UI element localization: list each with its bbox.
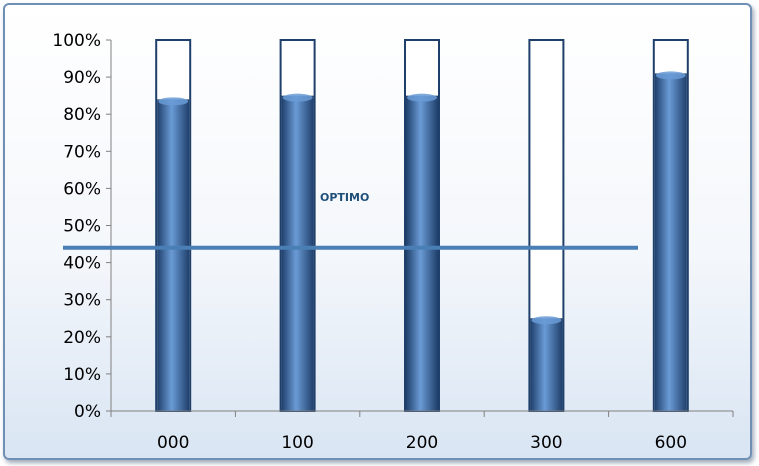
y-tick-label: 80% <box>63 105 101 125</box>
x-tick-label: 100 <box>281 433 313 453</box>
y-tick-label: 50% <box>63 217 101 237</box>
y-tick-label: 40% <box>63 254 101 274</box>
bar-cap <box>655 71 686 80</box>
bar-200 <box>406 95 438 412</box>
y-tick-label: 60% <box>63 179 101 199</box>
y-tick-label: 30% <box>63 291 101 311</box>
y-tick-label: 10% <box>63 365 101 385</box>
bar-cap <box>407 93 437 102</box>
x-tick-label: 000 <box>157 433 189 453</box>
y-tick-label: 70% <box>63 142 101 162</box>
y-tick-label: 90% <box>63 68 101 88</box>
bar-cap <box>282 93 313 102</box>
y-tick-label: 0% <box>74 402 101 422</box>
x-tick-label: 200 <box>406 433 438 453</box>
bar-600 <box>654 73 687 411</box>
bars-layer <box>155 39 689 412</box>
bar-cap <box>158 97 189 106</box>
bar-300 <box>530 318 563 411</box>
y-tick-label: 20% <box>63 328 101 348</box>
bar-cap <box>531 316 562 325</box>
x-tick-label: 600 <box>655 433 687 453</box>
chart-frame <box>3 3 752 460</box>
bar-100 <box>281 95 314 412</box>
optimo-annotation: OPTIMO <box>320 191 369 204</box>
axes-layer: 0% 10% 20% 30% 40% 50% 60% 70% 80% 90% 100% 000 100 2… <box>52 31 734 453</box>
bar-000 <box>157 99 190 412</box>
x-tick-label: 300 <box>530 433 562 453</box>
y-tick-label: 100% <box>52 31 101 51</box>
